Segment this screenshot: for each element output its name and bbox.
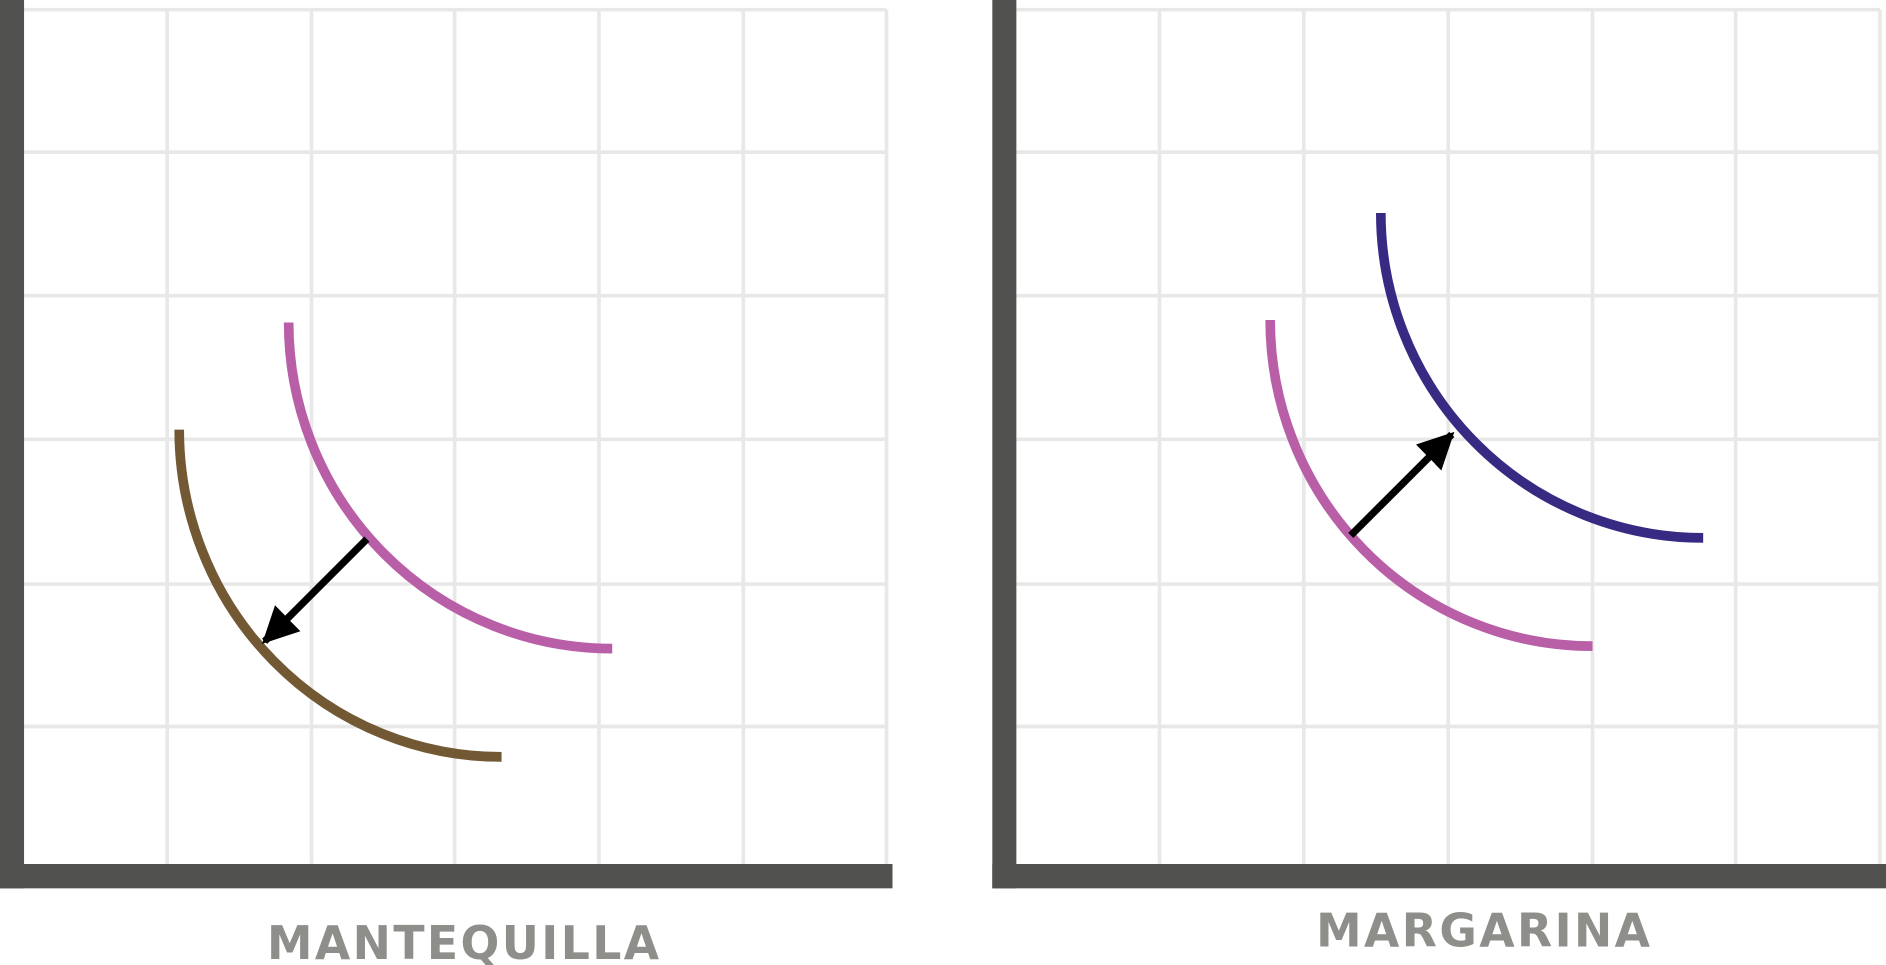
x-axis-left (0, 863, 893, 889)
panel-label: MANTEQUILLA (267, 916, 662, 965)
y-axis-right (992, 0, 1017, 889)
curve-shifted (1376, 212, 1704, 543)
curve-original (283, 322, 613, 654)
grid-left (24, 7, 889, 864)
shift-arrow (1348, 431, 1455, 539)
curve-shifted (174, 429, 502, 762)
x-axis-right (992, 863, 1886, 889)
y-axis-left (0, 0, 25, 889)
shift-arrow (262, 536, 370, 644)
curve-original (1265, 320, 1593, 652)
panel-label: MARGARINA (1316, 903, 1652, 957)
